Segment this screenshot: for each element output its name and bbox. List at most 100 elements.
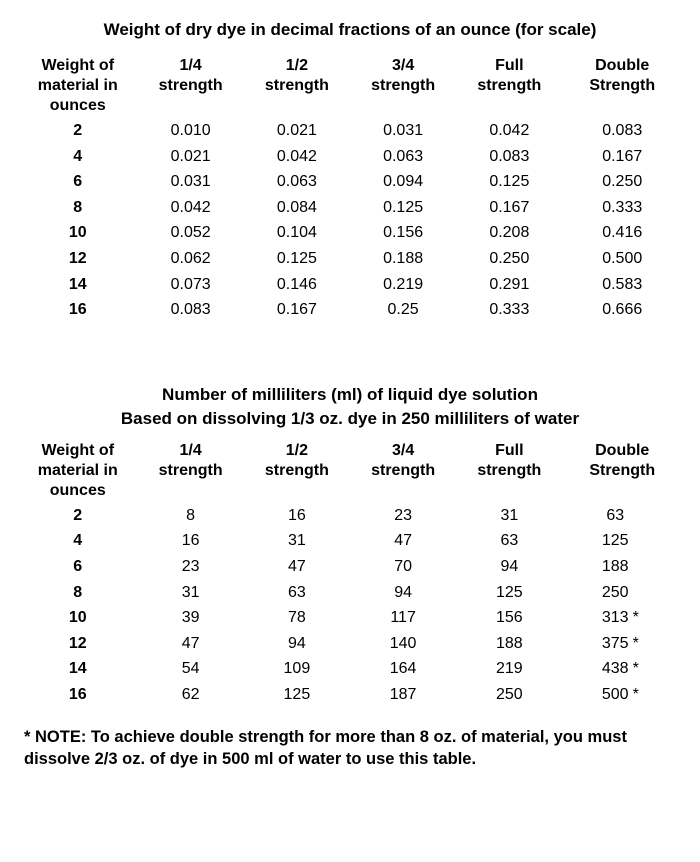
table-row: 124794140188375* bbox=[18, 631, 682, 657]
cell: 187 bbox=[350, 682, 456, 708]
cell: 0.188 bbox=[350, 246, 456, 272]
asterisk-icon: * bbox=[633, 607, 643, 629]
row-weight: 12 bbox=[18, 631, 138, 657]
cell: 0.083 bbox=[456, 144, 562, 170]
footnote: * NOTE: To achieve double strength for m… bbox=[18, 726, 682, 771]
cell: 125 bbox=[456, 580, 562, 606]
cell: 0.042 bbox=[244, 144, 350, 170]
row-weight: 10 bbox=[18, 220, 138, 246]
cell: 0.042 bbox=[456, 118, 562, 144]
t1-header-quarter: 1/4 strength bbox=[138, 54, 244, 118]
cell: 39 bbox=[138, 605, 244, 631]
liquid-dye-table: Weight of material in ounces 1/4 strengt… bbox=[18, 439, 682, 708]
cell: 0.250 bbox=[456, 246, 562, 272]
cell: 47 bbox=[244, 554, 350, 580]
table-row: 416314763125 bbox=[18, 528, 682, 554]
cell: 47 bbox=[138, 631, 244, 657]
cell: 31 bbox=[244, 528, 350, 554]
t2-header-half: 1/2 strength bbox=[244, 439, 350, 503]
cell: 8 bbox=[138, 503, 244, 529]
cell: 0.167 bbox=[244, 297, 350, 323]
cell: 188 bbox=[456, 631, 562, 657]
cell: 140 bbox=[350, 631, 456, 657]
cell: 0.125 bbox=[350, 195, 456, 221]
cell: 375* bbox=[562, 631, 682, 657]
cell: 0.010 bbox=[138, 118, 244, 144]
table-row: 120.0620.1250.1880.2500.500 bbox=[18, 246, 682, 272]
row-weight: 10 bbox=[18, 605, 138, 631]
table-row: 20.0100.0210.0310.0420.083 bbox=[18, 118, 682, 144]
cell: 156 bbox=[456, 605, 562, 631]
row-weight: 16 bbox=[18, 297, 138, 323]
table1-title: Weight of dry dye in decimal fractions o… bbox=[18, 20, 682, 40]
row-weight: 14 bbox=[18, 656, 138, 682]
cell: 16 bbox=[138, 528, 244, 554]
cell: 0.666 bbox=[562, 297, 682, 323]
cell: 0.083 bbox=[138, 297, 244, 323]
row-weight: 4 bbox=[18, 144, 138, 170]
cell: 0.021 bbox=[244, 118, 350, 144]
cell: 31 bbox=[138, 580, 244, 606]
cell: 0.291 bbox=[456, 272, 562, 298]
table-row: 40.0210.0420.0630.0830.167 bbox=[18, 144, 682, 170]
cell: 0.042 bbox=[138, 195, 244, 221]
cell: 0.094 bbox=[350, 169, 456, 195]
t1-header-half: 1/2 strength bbox=[244, 54, 350, 118]
table-row: 80.0420.0840.1250.1670.333 bbox=[18, 195, 682, 221]
cell: 62 bbox=[138, 682, 244, 708]
t2-header-double: Double Strength bbox=[562, 439, 682, 503]
cell: 0.052 bbox=[138, 220, 244, 246]
cell: 94 bbox=[244, 631, 350, 657]
t2-header-weight: Weight of material in ounces bbox=[18, 439, 138, 503]
cell: 0.073 bbox=[138, 272, 244, 298]
table-row: 2816233163 bbox=[18, 503, 682, 529]
cell: 0.021 bbox=[138, 144, 244, 170]
cell: 125 bbox=[244, 682, 350, 708]
t1-header-double: Double Strength bbox=[562, 54, 682, 118]
dry-dye-table: Weight of material in ounces 1/4 strengt… bbox=[18, 54, 682, 323]
t1-header-three-quarter: 3/4 strength bbox=[350, 54, 456, 118]
row-weight: 6 bbox=[18, 169, 138, 195]
t2-header-full: Full strength bbox=[456, 439, 562, 503]
cell: 109 bbox=[244, 656, 350, 682]
cell: 0.031 bbox=[138, 169, 244, 195]
cell: 250 bbox=[562, 580, 682, 606]
cell: 313* bbox=[562, 605, 682, 631]
row-weight: 8 bbox=[18, 580, 138, 606]
asterisk-icon: * bbox=[633, 658, 643, 680]
table-row: 1662125187250500* bbox=[18, 682, 682, 708]
t1-header-weight: Weight of material in ounces bbox=[18, 54, 138, 118]
row-weight: 16 bbox=[18, 682, 138, 708]
cell: 54 bbox=[138, 656, 244, 682]
row-weight: 6 bbox=[18, 554, 138, 580]
row-weight: 12 bbox=[18, 246, 138, 272]
cell: 94 bbox=[350, 580, 456, 606]
cell: 0.125 bbox=[456, 169, 562, 195]
cell: 31 bbox=[456, 503, 562, 529]
table-row: 1454109164219438* bbox=[18, 656, 682, 682]
cell: 438* bbox=[562, 656, 682, 682]
cell: 0.031 bbox=[350, 118, 456, 144]
cell: 70 bbox=[350, 554, 456, 580]
table-row: 60.0310.0630.0940.1250.250 bbox=[18, 169, 682, 195]
cell: 500* bbox=[562, 682, 682, 708]
cell: 219 bbox=[456, 656, 562, 682]
cell: 0.333 bbox=[456, 297, 562, 323]
table2-title: Number of milliliters (ml) of liquid dye… bbox=[18, 385, 682, 405]
row-weight: 4 bbox=[18, 528, 138, 554]
cell: 0.583 bbox=[562, 272, 682, 298]
cell: 63 bbox=[562, 503, 682, 529]
cell: 94 bbox=[456, 554, 562, 580]
cell: 0.219 bbox=[350, 272, 456, 298]
cell: 63 bbox=[244, 580, 350, 606]
cell: 0.104 bbox=[244, 220, 350, 246]
asterisk-icon: * bbox=[633, 633, 643, 655]
row-weight: 2 bbox=[18, 503, 138, 529]
cell: 0.333 bbox=[562, 195, 682, 221]
cell: 0.083 bbox=[562, 118, 682, 144]
cell: 63 bbox=[456, 528, 562, 554]
cell: 125 bbox=[562, 528, 682, 554]
cell: 0.25 bbox=[350, 297, 456, 323]
table-row: 8316394125250 bbox=[18, 580, 682, 606]
cell: 23 bbox=[350, 503, 456, 529]
